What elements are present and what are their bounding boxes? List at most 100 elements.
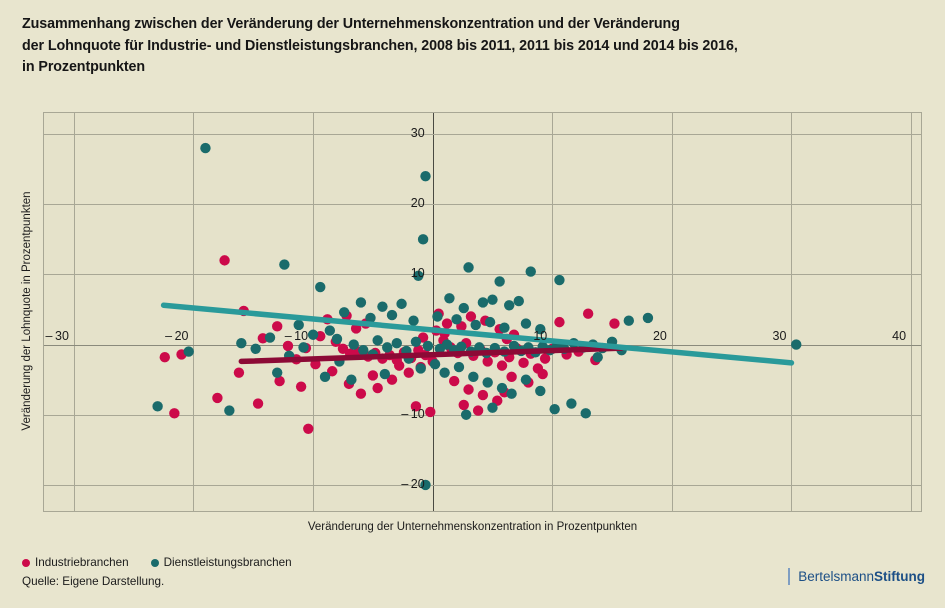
data-point [482,356,493,367]
data-point [250,343,261,354]
data-point [580,408,591,419]
data-point [410,336,422,347]
data-point [236,337,247,349]
data-point [537,368,548,380]
data-point [355,388,367,399]
data-point [554,274,565,286]
data-point [460,409,472,420]
data-point [520,318,532,329]
data-point [623,315,635,326]
data-point [324,325,336,336]
data-point [487,294,498,305]
x-tick-label: – 30 [45,328,69,343]
data-point [272,321,283,332]
data-point [159,352,170,363]
data-point [386,374,398,385]
data-point [499,322,510,333]
data-point [348,339,359,350]
chart-title: Zusammenhang zwischen der Veränderung de… [22,14,922,79]
data-point [472,405,484,416]
data-point [252,398,264,409]
data-point [386,309,398,321]
data-point [420,479,431,491]
data-point [413,270,424,282]
source-note: Quelle: Eigene Darstellung. [22,575,165,588]
gridline-horizontal [44,484,921,486]
data-point [429,359,441,370]
data-point [264,332,276,343]
data-point [200,142,211,154]
x-tick-label: – 20 [165,328,189,343]
x-tick-label: 20 [652,328,667,343]
gridline-horizontal [44,204,921,206]
data-point [355,297,367,308]
data-point [358,344,369,356]
data-point [463,262,474,273]
x-tick-label: 10 [533,328,548,343]
data-point [487,402,498,413]
data-point [444,293,455,304]
data-point [233,367,245,378]
data-point [152,401,163,412]
data-point [496,382,508,394]
data-point [169,408,180,419]
gridline-vertical [73,113,75,511]
gridline-vertical [552,113,554,511]
x-tick-label: – 10 [284,328,309,343]
data-point [420,170,431,182]
chart-legend: Industriebranchen Dienstleistungsbranche… [22,556,308,569]
gridline-vertical [671,113,673,511]
data-point [415,363,426,374]
data-point [609,318,620,329]
data-point [372,335,383,346]
trendline [160,302,795,366]
data-point [432,311,443,322]
data-point [518,357,529,369]
data-point [439,367,450,378]
data-point [477,297,489,308]
data-point [484,316,496,328]
gridline-vertical [791,113,793,511]
data-point [453,361,465,373]
data-point [279,259,290,270]
gridline-horizontal [44,134,921,136]
data-point [506,388,517,399]
data-point [506,371,517,383]
data-point [582,308,594,319]
data-point [513,295,524,307]
y-tick-label: 10 [410,266,425,281]
series-dienstleistungsbranchen [152,142,802,491]
data-point [494,276,505,287]
data-point [449,375,460,387]
data-point [504,300,515,311]
data-point [396,298,407,310]
gridline-vertical [313,113,315,511]
y-axis-title: Veränderung der Lohnquote in Prozentpunk… [21,191,33,431]
data-point [520,374,532,385]
y-tick-label: 30 [410,126,425,141]
data-point [346,374,357,385]
title-line-2: der Lohnquote für Industrie- und Dienstl… [22,37,738,54]
data-point [372,382,383,394]
data-point [441,339,453,350]
data-point [451,314,462,325]
data-point [212,392,223,404]
data-point [298,342,309,353]
axis-zero-vertical [432,113,435,511]
brand-name-light: Bertelsmann [798,569,875,584]
data-point [379,368,391,380]
data-point [410,401,422,412]
data-point [274,375,285,387]
data-point [482,377,493,388]
legend-marker-industrie [22,558,30,567]
data-point [382,342,393,353]
data-point [468,371,479,383]
data-point [554,316,565,328]
data-point [367,370,379,381]
data-point [441,318,453,329]
brand-name-bold: Stiftung [874,569,925,584]
data-point [319,371,331,383]
data-point [377,301,388,312]
gridline-horizontal [44,274,921,276]
data-point [315,281,326,293]
